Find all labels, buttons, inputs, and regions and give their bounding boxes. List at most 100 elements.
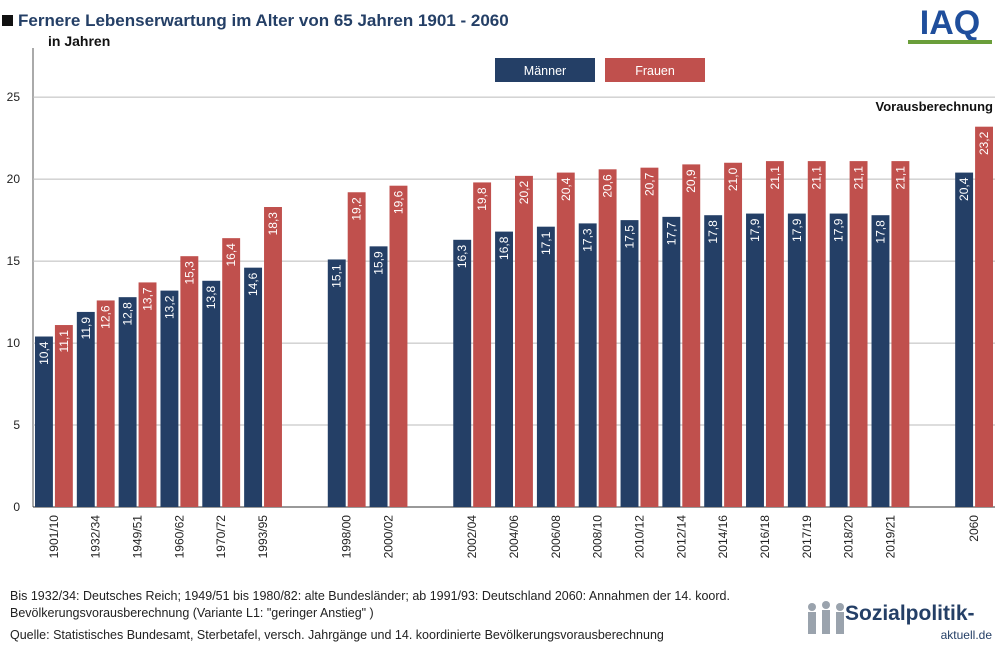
bar — [849, 161, 868, 507]
x-tick-label: 2006/08 — [549, 515, 563, 559]
x-tick-label: 1993/95 — [256, 515, 270, 559]
value-label: 17,3 — [581, 228, 595, 252]
bar — [955, 172, 974, 508]
bar — [807, 161, 826, 507]
bar — [495, 231, 513, 507]
legend-swatch — [605, 58, 705, 82]
value-label: 14,6 — [246, 272, 260, 296]
x-tick-label: 1970/72 — [214, 515, 228, 559]
note: Bis 1932/34: Deutsches Reich; 1949/51 bi… — [10, 589, 730, 603]
x-tick-label: 2019/21 — [883, 515, 897, 559]
value-label: 17,9 — [748, 218, 762, 242]
y-tick-label: 0 — [13, 500, 20, 514]
chart-title: Fernere Lebenserwartung im Alter von 65 … — [18, 11, 509, 30]
value-label: 20,4 — [559, 177, 573, 201]
bar — [975, 126, 993, 507]
bar — [682, 164, 701, 507]
x-tick-label: 2012/14 — [674, 515, 688, 559]
value-label: 17,8 — [706, 220, 720, 244]
x-tick-label: 2008/10 — [591, 515, 605, 559]
bar — [202, 280, 221, 507]
bar — [891, 161, 910, 507]
y-tick-label: 20 — [7, 172, 21, 186]
value-label: 15,3 — [182, 261, 196, 285]
value-label: 23,2 — [977, 131, 991, 155]
bar — [264, 207, 282, 507]
value-label: 21,1 — [852, 166, 866, 190]
logo: IAQ — [920, 4, 980, 42]
value-label: 13,2 — [162, 295, 176, 319]
bar — [244, 267, 263, 507]
value-label: 21,1 — [768, 166, 782, 190]
bar — [765, 161, 784, 507]
bar — [327, 259, 346, 507]
x-tick-label: 2018/20 — [842, 515, 856, 559]
y-tick-label: 25 — [7, 90, 21, 104]
y-tick-label: 15 — [7, 254, 21, 268]
bar — [556, 172, 575, 508]
value-label: 12,8 — [121, 302, 135, 326]
x-tick-label: 1960/62 — [172, 515, 186, 559]
brand-domain: aktuell.de — [941, 628, 993, 642]
bar — [536, 226, 555, 508]
value-label: 20,4 — [957, 177, 971, 201]
bar — [96, 300, 115, 507]
value-label: 17,9 — [790, 218, 804, 242]
value-label: 17,8 — [873, 220, 887, 244]
x-tick-label: 2060 — [967, 515, 981, 542]
value-label: 20,2 — [517, 181, 531, 205]
bar — [598, 169, 617, 508]
value-label: 19,8 — [475, 187, 489, 211]
bar — [578, 223, 597, 507]
bar — [222, 238, 241, 507]
value-label: 15,1 — [330, 264, 344, 288]
bar — [871, 215, 890, 507]
bar — [180, 256, 199, 507]
x-tick-label: 2002/04 — [465, 515, 479, 559]
value-label: 19,6 — [391, 190, 405, 214]
bar — [389, 185, 408, 507]
legend-swatch — [495, 58, 595, 82]
value-label: 21,0 — [726, 167, 740, 191]
value-label: 16,4 — [224, 243, 238, 267]
bar — [160, 290, 179, 507]
bar — [724, 162, 743, 507]
annotation: Vorausberechnung — [875, 99, 993, 114]
x-tick-label: 2016/18 — [758, 515, 772, 559]
bar — [138, 282, 157, 507]
brand-icons — [808, 601, 844, 634]
value-label: 13,8 — [204, 285, 218, 309]
x-tick-label: 2017/19 — [800, 515, 814, 559]
value-label: 12,6 — [99, 305, 113, 329]
bar — [76, 311, 95, 507]
x-tick-label: 1998/00 — [340, 515, 354, 559]
bar — [35, 336, 53, 507]
bar — [787, 213, 806, 507]
x-tick-label: 1901/10 — [47, 515, 61, 559]
value-label: 21,1 — [810, 166, 824, 190]
y-tick-label: 10 — [7, 336, 21, 350]
value-label: 16,8 — [497, 236, 511, 260]
value-label: 20,9 — [684, 169, 698, 193]
bar — [704, 215, 723, 507]
bar — [453, 239, 472, 507]
y-tick-label: 5 — [13, 418, 20, 432]
brand: Sozialpolitik- — [845, 602, 975, 625]
value-label: 11,9 — [79, 317, 93, 340]
logo-bar — [908, 40, 992, 44]
x-tick-label: 2004/06 — [507, 515, 521, 559]
value-label: 10,4 — [37, 341, 51, 365]
value-label: 17,9 — [832, 218, 846, 242]
x-tick-label: 2000/02 — [382, 515, 396, 559]
bar — [118, 297, 137, 507]
value-label: 19,2 — [350, 197, 364, 221]
bar — [640, 167, 659, 508]
x-tick-label: 1949/51 — [131, 515, 145, 559]
bar — [473, 182, 492, 507]
legend-label: Frauen — [635, 64, 675, 78]
x-tick-label: 2014/16 — [716, 515, 730, 559]
value-label: 16,3 — [455, 244, 469, 268]
bar — [54, 325, 73, 507]
bar — [746, 213, 764, 507]
